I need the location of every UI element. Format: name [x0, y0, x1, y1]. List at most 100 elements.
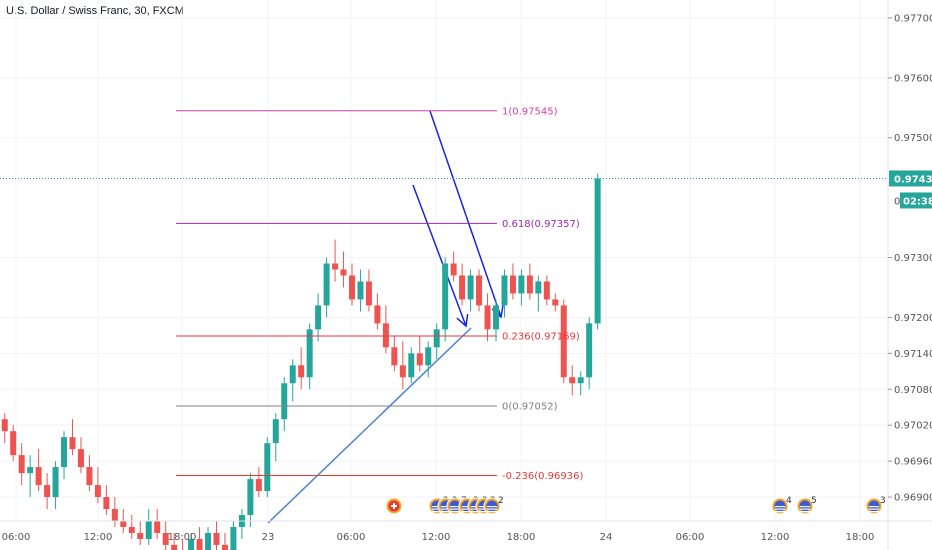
- drawings[interactable]: [267, 110, 504, 524]
- price-axis[interactable]: 0.97700 0.97600 0.97500 0.97300 0.97200 0.971…: [887, 0, 932, 550]
- candle: [1, 413, 8, 444]
- us-flag-stripe: [432, 511, 442, 513]
- candle-body: [391, 347, 398, 366]
- candle-body: [196, 538, 203, 550]
- us-flag-stripe: [487, 506, 497, 508]
- time-tick-label: 18:00: [507, 532, 536, 543]
- candle: [264, 437, 271, 498]
- candle-body: [577, 377, 584, 384]
- candle: [552, 293, 559, 312]
- candle: [221, 532, 228, 550]
- fib-label: 0.618(0.97357): [502, 219, 580, 230]
- trend-line[interactable]: [267, 327, 472, 524]
- candle: [594, 173, 601, 330]
- candle-body: [205, 532, 212, 550]
- candle-body: [340, 269, 347, 276]
- candle: [289, 359, 296, 402]
- arrow-drawing[interactable]: [429, 110, 504, 319]
- us-flag-stripe: [462, 506, 472, 508]
- candle: [196, 526, 203, 550]
- us-flag-stripe: [450, 508, 460, 510]
- arrow-shaft[interactable]: [412, 184, 467, 327]
- candle-body: [306, 329, 313, 378]
- candle: [349, 263, 356, 306]
- us-flag-stripe: [800, 508, 810, 510]
- candle-body: [467, 275, 474, 300]
- economic-event-flag-icon[interactable]: 5: [796, 496, 817, 515]
- arrow-head[interactable]: [456, 314, 469, 328]
- price-tick-label: 0.97700: [894, 13, 932, 24]
- candle: [94, 467, 101, 504]
- candle-body: [230, 526, 237, 550]
- us-flag-stripe: [775, 511, 785, 513]
- candle: [77, 437, 84, 474]
- price-tick-label: 0.96900: [894, 493, 932, 504]
- us-flag-stripe: [450, 511, 460, 513]
- candle: [69, 419, 76, 456]
- candle-body: [552, 299, 559, 306]
- candle: [459, 263, 466, 306]
- candle: [476, 269, 483, 312]
- event-count: 4: [786, 496, 792, 506]
- time-tick-label: 06:00: [676, 532, 705, 543]
- candle: [10, 425, 17, 462]
- candle-body: [501, 275, 508, 306]
- time-axis[interactable]: 06:00 12:00 18:00 23 06:00 12:00 18:00 24 06:00 1…: [0, 520, 932, 543]
- us-flag-stripe: [471, 508, 481, 510]
- fib-label: 0(0.97052): [502, 402, 558, 413]
- candle-body: [120, 521, 127, 527]
- candle: [442, 257, 449, 342]
- candle-body: [357, 281, 364, 300]
- candle: [425, 341, 432, 378]
- candle: [128, 515, 135, 539]
- price-tick-label: 0.97500: [894, 133, 932, 144]
- candle-body: [315, 305, 322, 330]
- candle: [357, 269, 364, 312]
- candle: [484, 293, 491, 342]
- time-tick-label: 18:00: [846, 532, 875, 543]
- fib-label: 0.236(0.97169): [502, 331, 580, 342]
- fib-label: -0.236(0.96936): [502, 471, 583, 482]
- candle-body: [27, 467, 34, 474]
- economic-event-flag-icon[interactable]: 4: [771, 496, 792, 515]
- fib-retracement[interactable]: 1(0.97545) 0.618(0.97357) 0.236(0.97169) 0(…: [176, 106, 583, 482]
- candle-body: [145, 521, 152, 539]
- candle-body: [213, 532, 220, 545]
- candle: [374, 293, 381, 330]
- price-tick-label: 0.97200: [894, 313, 932, 324]
- candle: [162, 521, 169, 550]
- candle: [323, 257, 330, 318]
- time-tick-label: 12:00: [761, 532, 790, 543]
- candle: [281, 377, 288, 432]
- candle-body: [52, 467, 59, 498]
- candle: [18, 443, 25, 486]
- time-tick-label: 06:00: [337, 532, 366, 543]
- us-flag-stripe: [462, 508, 472, 510]
- economic-event-flag-icon[interactable]: 3: [865, 496, 886, 515]
- candle-body: [526, 275, 533, 294]
- candle: [298, 347, 305, 390]
- event-count: 2: [498, 496, 504, 506]
- candle-body: [416, 353, 423, 366]
- us-flag-stripe: [441, 511, 451, 513]
- candle-body: [374, 305, 381, 324]
- candle-body: [77, 449, 84, 468]
- candle-body: [264, 443, 271, 492]
- price-tick-label: 0.97300: [894, 253, 932, 264]
- last-price-label: 0.97432: [894, 174, 932, 185]
- us-flag-stripe: [800, 506, 810, 508]
- candle-body: [61, 437, 68, 468]
- arrow-shaft[interactable]: [429, 110, 502, 318]
- candle: [365, 269, 372, 312]
- economic-event-flag-icon[interactable]: 2: [483, 496, 504, 515]
- candle: [399, 341, 406, 390]
- event-markers[interactable]: 2273222453: [385, 496, 886, 515]
- candle-body: [332, 263, 339, 270]
- candle-body: [425, 347, 432, 366]
- alert-event-icon[interactable]: [385, 497, 403, 515]
- arrow-drawing[interactable]: [412, 184, 469, 328]
- candle: [86, 455, 93, 492]
- candle-body: [535, 281, 542, 294]
- candle: [213, 521, 220, 550]
